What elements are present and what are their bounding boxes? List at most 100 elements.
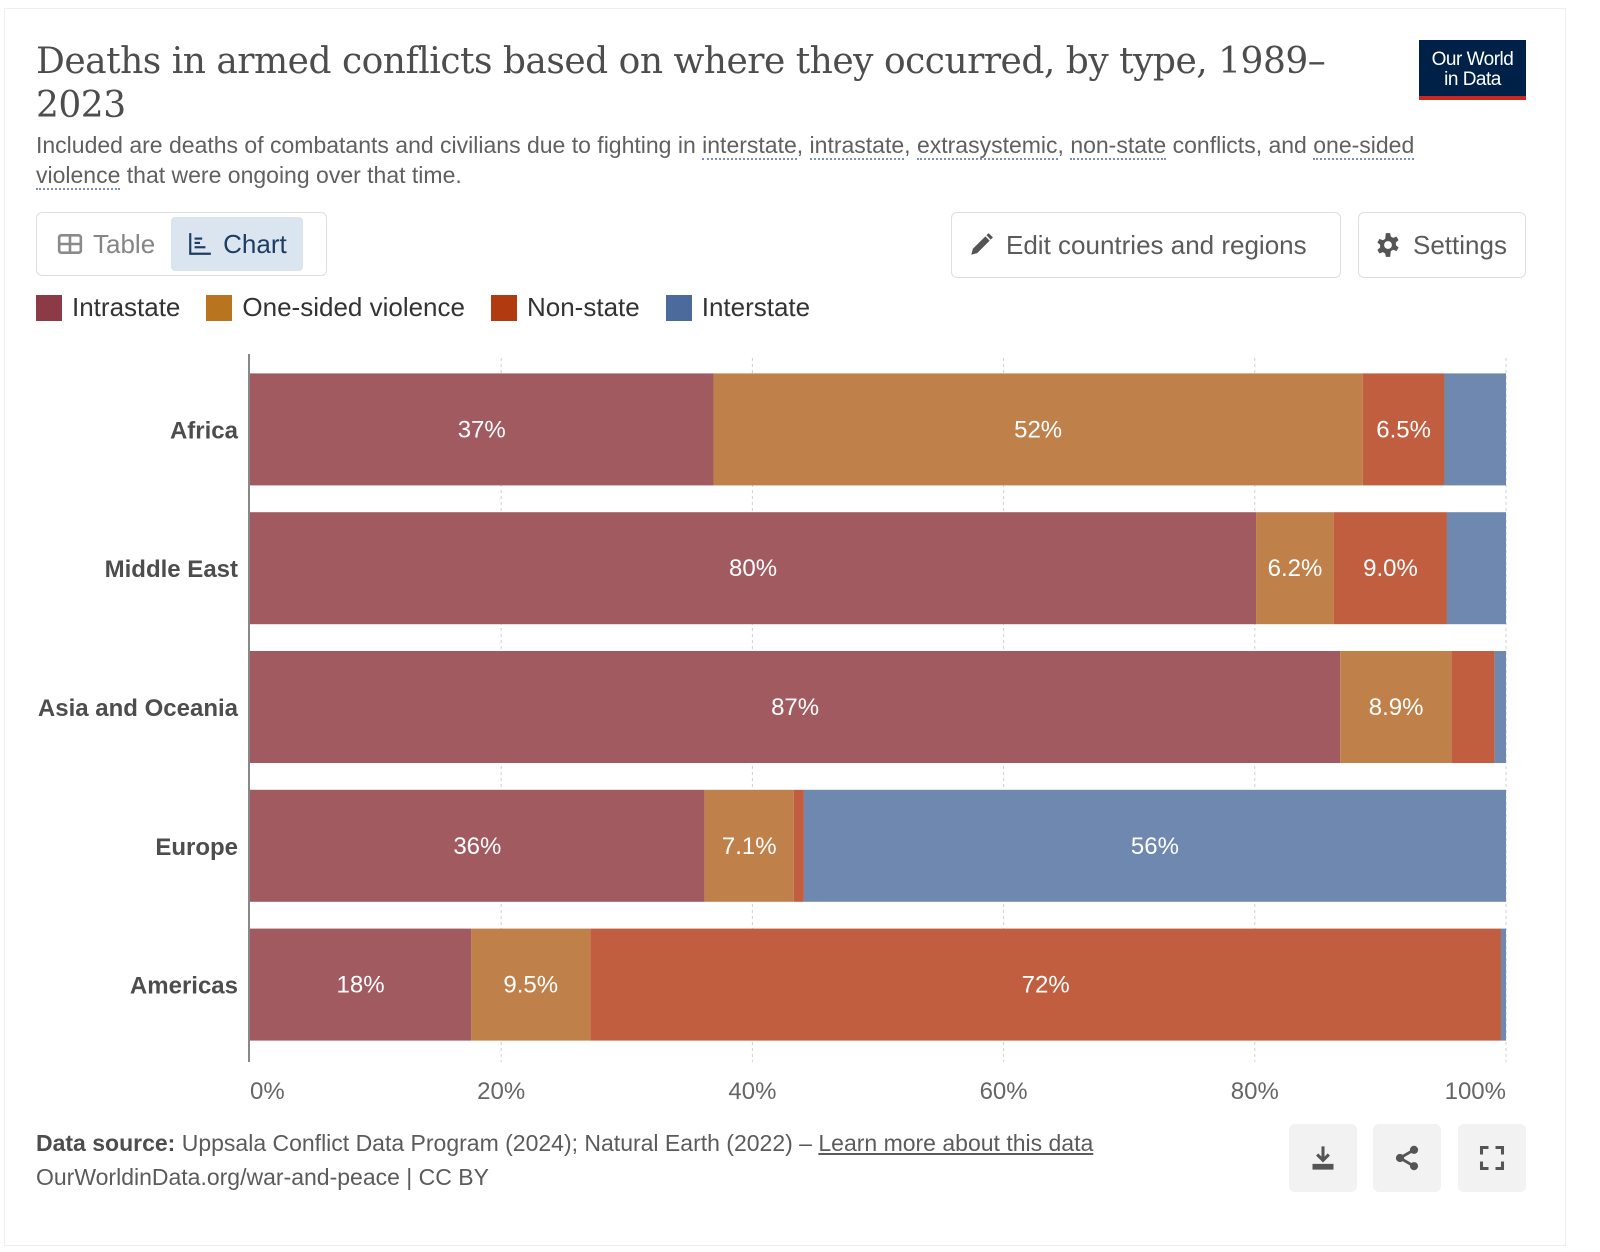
source-text: Uppsala Conflict Data Program (2024); Na… bbox=[175, 1130, 819, 1156]
tab-chart-label: Chart bbox=[223, 228, 287, 259]
fullscreen-button[interactable] bbox=[1458, 1124, 1526, 1192]
bar-segment[interactable] bbox=[471, 928, 591, 1041]
legend-label: Non-state bbox=[526, 292, 640, 322]
subtitle-text: Included are deaths of combatants and ci… bbox=[36, 132, 703, 158]
gear-icon bbox=[1377, 233, 1399, 257]
category-label: Middle East bbox=[105, 556, 238, 583]
source-line: Data source: Uppsala Conflict Data Progr… bbox=[36, 1126, 1093, 1160]
subtitle-term-link[interactable]: extrasystemic bbox=[916, 132, 1058, 160]
data-label: 18% bbox=[337, 972, 385, 999]
download-icon bbox=[1312, 1146, 1334, 1170]
data-label: 9.5% bbox=[503, 972, 558, 999]
bar-segment[interactable] bbox=[250, 651, 1341, 763]
subtitle-term-link[interactable]: intrastate bbox=[809, 132, 905, 160]
data-label: 52% bbox=[1014, 416, 1062, 443]
footer: Data source: Uppsala Conflict Data Progr… bbox=[36, 1126, 1093, 1194]
legend-swatch bbox=[206, 294, 233, 321]
legend-swatch bbox=[665, 294, 692, 321]
settings-label: Settings bbox=[1413, 229, 1507, 260]
x-tick-label: 20% bbox=[477, 1078, 525, 1105]
bar-segment[interactable] bbox=[1362, 373, 1445, 486]
bar-segment[interactable] bbox=[1256, 512, 1334, 625]
tab-table-label: Table bbox=[93, 228, 156, 259]
bar-segment[interactable] bbox=[250, 789, 705, 902]
bar-segment[interactable] bbox=[1446, 512, 1506, 625]
bar-segment[interactable] bbox=[704, 789, 794, 902]
url-line[interactable]: OurWorldinData.org/war-and-peace | CC BY bbox=[36, 1164, 489, 1190]
tab-chart[interactable]: Chart bbox=[171, 217, 303, 271]
legend-item-interstate[interactable]: Interstate bbox=[665, 292, 811, 323]
chart-subtitle: Included are deaths of combatants and ci… bbox=[36, 130, 1476, 190]
legend-item-one-sided-violence[interactable]: One-sided violence bbox=[206, 292, 465, 323]
legend-item-intrastate[interactable]: Intrastate bbox=[36, 292, 180, 323]
bar-segment[interactable] bbox=[250, 928, 472, 1041]
subtitle-term-link[interactable]: one-sided violence bbox=[36, 132, 1415, 190]
data-label: 87% bbox=[771, 694, 819, 721]
legend-swatch bbox=[36, 294, 62, 321]
settings-button[interactable]: Settings bbox=[1358, 212, 1526, 278]
legend: Intrastate One-sided violence Non-state Int… bbox=[36, 292, 810, 323]
logo-line-1: Our World bbox=[1431, 49, 1514, 70]
subtitle-text: , bbox=[796, 132, 810, 158]
subtitle-text: , bbox=[904, 132, 917, 158]
bar-segment[interactable] bbox=[1494, 651, 1506, 763]
x-tick-label: 0% bbox=[250, 1078, 285, 1105]
logo-line-2: in Data bbox=[1444, 69, 1501, 90]
pencil-icon bbox=[971, 233, 993, 255]
bar-segment[interactable] bbox=[713, 373, 1363, 486]
legend-label: Intrastate bbox=[72, 292, 181, 322]
bar-segment[interactable] bbox=[250, 512, 1257, 625]
subtitle-text: that were ongoing over that time. bbox=[120, 162, 462, 188]
subtitle-term-link[interactable]: non-state bbox=[1070, 132, 1167, 160]
category-label: Asia and Oceania bbox=[38, 695, 239, 722]
x-tick-label: 60% bbox=[980, 1078, 1028, 1105]
owid-logo[interactable]: Our World in Data bbox=[1419, 40, 1526, 100]
bar-segment[interactable] bbox=[1451, 651, 1495, 763]
category-label: Americas bbox=[130, 973, 238, 1000]
source-label: Data source: bbox=[36, 1130, 176, 1156]
data-label: 6.5% bbox=[1376, 416, 1431, 443]
data-label: 8.9% bbox=[1369, 694, 1424, 721]
bar-segment[interactable] bbox=[793, 789, 804, 902]
x-tick-label: 100% bbox=[1445, 1078, 1506, 1105]
bar-segment[interactable] bbox=[1500, 928, 1506, 1041]
bar-segment[interactable] bbox=[1444, 373, 1506, 486]
data-label: 72% bbox=[1022, 972, 1070, 999]
data-label: 80% bbox=[729, 555, 777, 582]
category-label: Europe bbox=[155, 834, 238, 861]
data-label: 37% bbox=[458, 416, 506, 443]
bar-segment[interactable] bbox=[803, 789, 1506, 902]
fullscreen-icon bbox=[1479, 1145, 1505, 1171]
share-icon bbox=[1395, 1145, 1419, 1171]
data-label: 56% bbox=[1131, 833, 1179, 860]
chart-icon bbox=[189, 233, 211, 255]
data-label: 7.1% bbox=[722, 833, 777, 860]
table-icon bbox=[57, 234, 83, 254]
download-button[interactable] bbox=[1289, 1124, 1357, 1192]
data-label: 9.0% bbox=[1363, 555, 1418, 582]
category-label: Africa bbox=[170, 417, 239, 444]
subtitle-text: conflicts, and bbox=[1166, 132, 1314, 158]
edit-countries-label: Edit countries and regions bbox=[1006, 229, 1307, 260]
subtitle-term-link[interactable]: interstate bbox=[702, 132, 797, 160]
legend-item-non-state[interactable]: Non-state bbox=[490, 292, 640, 323]
learn-more-link[interactable]: Learn more about this data bbox=[818, 1130, 1094, 1156]
bar-segment[interactable] bbox=[590, 928, 1501, 1041]
legend-label: Interstate bbox=[701, 292, 811, 322]
share-button[interactable] bbox=[1373, 1124, 1441, 1192]
subtitle-text: , bbox=[1057, 132, 1071, 158]
bar-segment[interactable] bbox=[1333, 512, 1447, 625]
bar-segment[interactable] bbox=[250, 373, 714, 486]
edit-countries-button[interactable]: Edit countries and regions bbox=[951, 212, 1341, 278]
stacked-bar-chart: 37% 52% 6.5% Africa 80% 6.2% 9.0% Middle East 87… bbox=[38, 354, 1507, 1105]
view-tabs: Table Chart bbox=[36, 212, 327, 276]
data-label: 36% bbox=[453, 833, 501, 860]
tab-table[interactable]: Table bbox=[41, 217, 171, 271]
legend-label: One-sided violence bbox=[242, 292, 465, 322]
data-label: 6.2% bbox=[1268, 555, 1323, 582]
chart-title: Deaths in armed conflicts based on where… bbox=[36, 41, 1326, 126]
x-tick-label: 80% bbox=[1231, 1078, 1279, 1105]
bar-segment[interactable] bbox=[1340, 651, 1452, 763]
x-tick-label: 40% bbox=[728, 1078, 776, 1105]
legend-swatch bbox=[490, 294, 517, 321]
